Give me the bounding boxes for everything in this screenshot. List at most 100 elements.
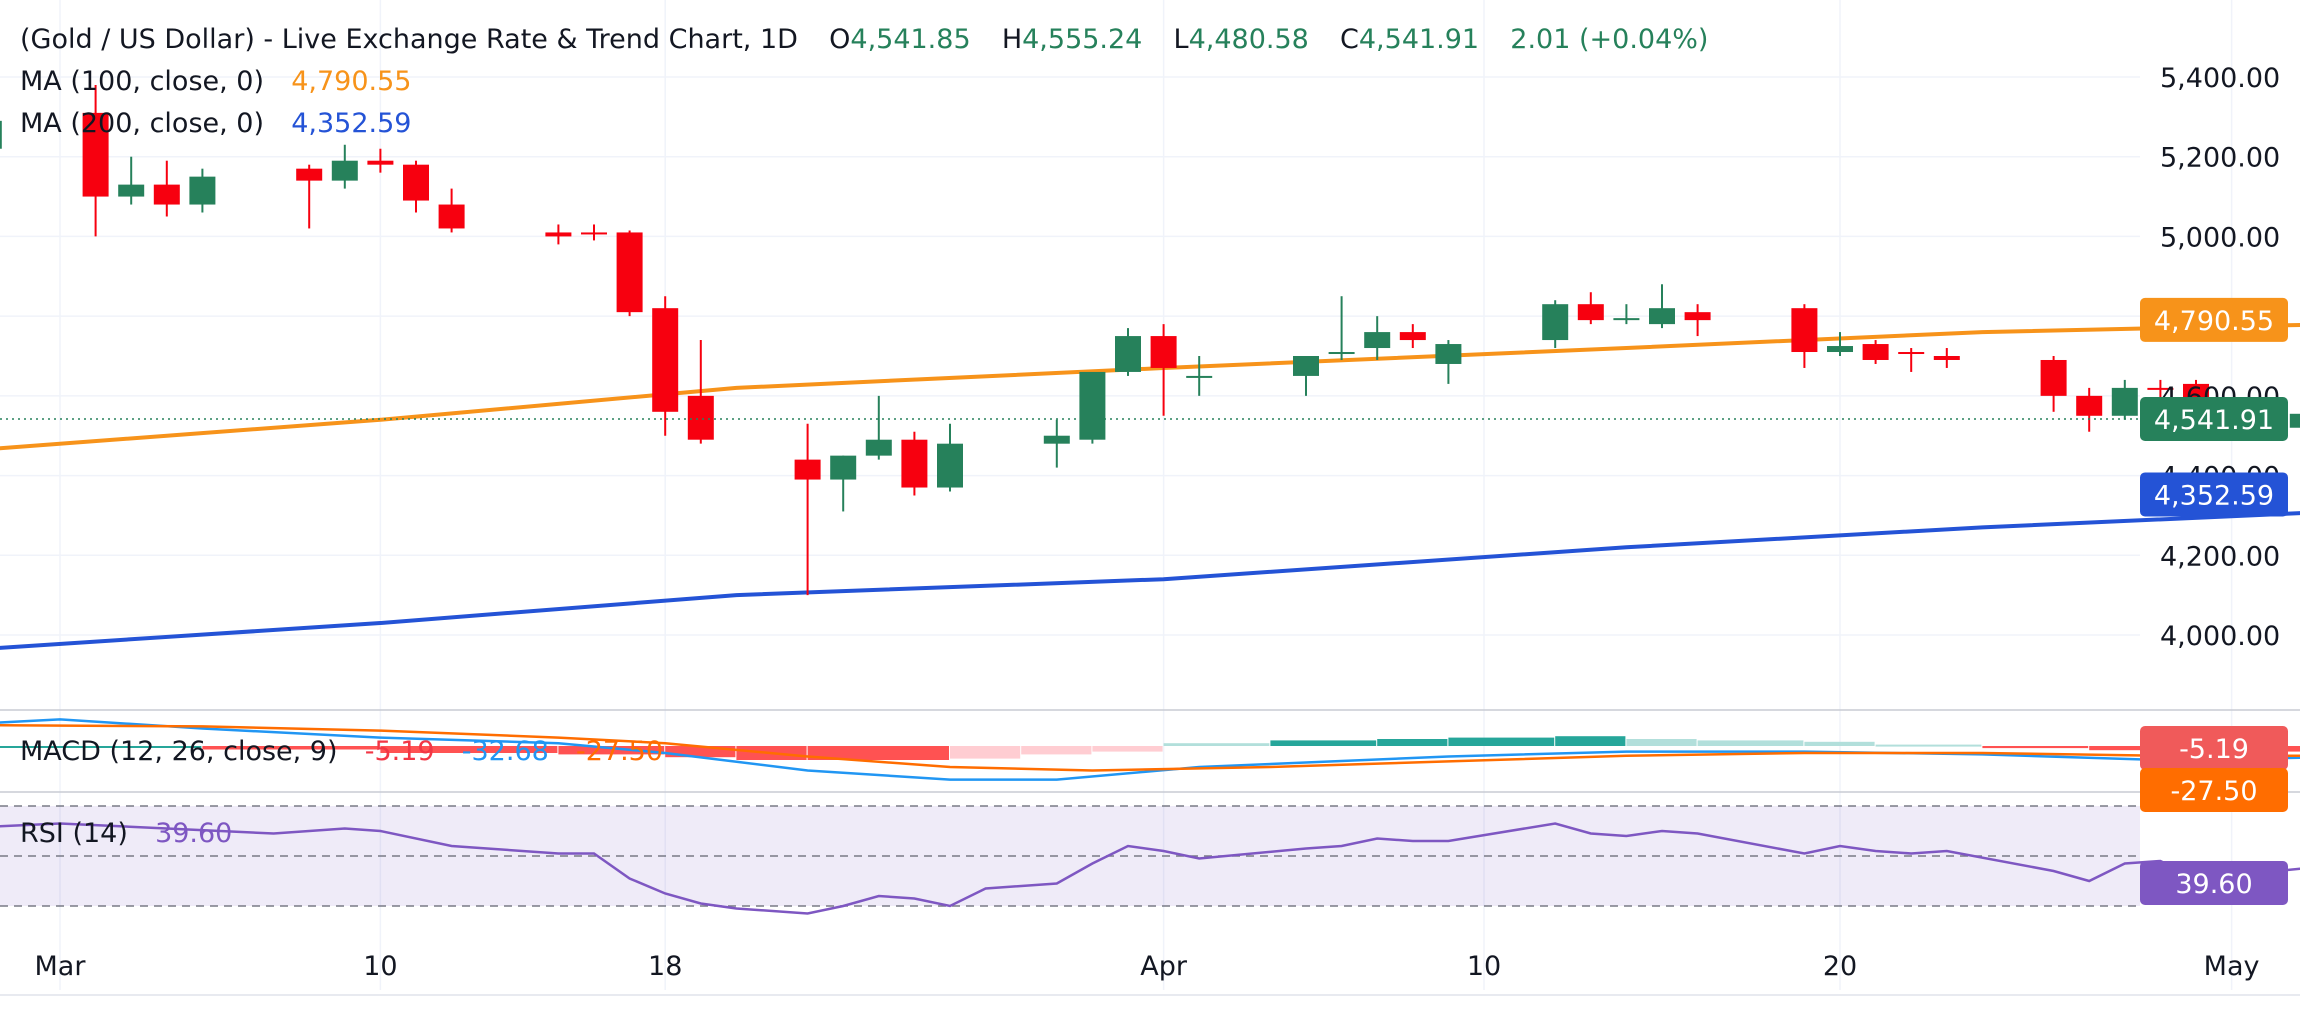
candle-body	[1115, 336, 1141, 372]
candle-body	[687, 395, 714, 440]
candle-body	[1435, 344, 1462, 364]
candle-body	[1613, 318, 1640, 321]
time-tick-label: Apr	[1140, 951, 1188, 982]
ma100-value: 4,790.55	[291, 66, 412, 97]
rsi-pane	[0, 805, 2300, 915]
high-value: 4,555.24	[1022, 24, 1143, 55]
candle-body	[652, 308, 679, 412]
macd-histogram-bar	[665, 746, 736, 758]
low-value: 4,480.58	[1188, 24, 1309, 55]
candle-body	[2076, 395, 2103, 416]
macd-legend[interactable]: MACD (12, 26, close, 9) -5.19 -32.68 -27…	[20, 736, 663, 767]
macd-histogram-bar	[1982, 746, 2089, 749]
candle-body	[1649, 308, 1675, 325]
price-tick-label: 4,000.00	[2160, 621, 2280, 652]
macd-histogram-bar	[1448, 737, 1555, 746]
time-tick-label: 10	[1467, 951, 1501, 982]
candle-body	[1933, 356, 1960, 360]
candle-body	[1328, 352, 1355, 355]
macd-histogram-bar	[1021, 746, 1092, 755]
macd-signal-badge: -27.50	[2140, 768, 2288, 812]
candle-body	[153, 184, 180, 205]
candle-body	[2111, 387, 2138, 416]
candle-body	[331, 160, 358, 181]
candle-body	[0, 120, 2, 149]
candle-body	[794, 459, 821, 480]
candle-body	[118, 184, 145, 197]
macd-histogram-bar	[1270, 740, 1377, 746]
ma200-badge-box	[2140, 472, 2288, 517]
time-tick-label: Mar	[35, 951, 87, 982]
rsi-badge-box	[2140, 861, 2288, 905]
rsi-badge: 39.60	[2140, 861, 2288, 905]
change-value: 2.01 (+0.04%)	[1510, 24, 1709, 55]
high-label: H	[1001, 24, 1023, 55]
candle-body	[189, 176, 216, 205]
candle-body	[438, 204, 465, 229]
time-tick-label: May	[2204, 951, 2260, 982]
candle-body	[367, 160, 394, 165]
candle-body	[1827, 346, 1853, 353]
ma100-line	[0, 322, 2300, 451]
price-tick-label: 5,200.00	[2160, 143, 2280, 174]
macd-histogram-bar	[950, 746, 1021, 759]
ma100-legend[interactable]: MA (100, close, 0) 4,790.55	[20, 66, 411, 97]
axis-value-badges: 4,790.55 4,541.91 4,352.59 -5.19 -27.50 39.60	[2140, 297, 2288, 905]
candle-body	[1684, 312, 1711, 321]
candle-body	[2147, 387, 2174, 390]
low-label: L	[1173, 24, 1189, 55]
time-axis[interactable]: Mar1018Apr1020May1119	[35, 951, 2300, 982]
close-value: 4,541.91	[1358, 24, 1480, 55]
candle-body	[1542, 304, 1569, 341]
candle-body	[1898, 352, 1925, 355]
macd-histogram-bar	[558, 746, 665, 755]
candle-body	[830, 455, 857, 480]
candle-body	[581, 232, 607, 235]
time-tick-label: 10	[363, 951, 397, 982]
price-tick-label: 5,000.00	[2160, 222, 2280, 253]
chart-header: (Gold / US Dollar) - Live Exchange Rate …	[20, 24, 1708, 55]
macd-hist-badge: -5.19	[2140, 726, 2288, 770]
ma200-legend[interactable]: MA (200, close, 0) 4,352.59	[20, 108, 411, 139]
grid-lines	[0, 0, 2300, 996]
candle-body	[937, 443, 963, 488]
macd-hist-value: -5.19	[364, 736, 435, 767]
candle-body	[2289, 413, 2300, 428]
candle-body	[901, 439, 928, 488]
macd-signal-badge-box	[2140, 768, 2288, 812]
macd-histogram-bar	[1626, 739, 1697, 746]
price-badge: 4,541.91	[2140, 397, 2288, 442]
candle-body	[1577, 304, 1604, 321]
candle-body	[1791, 308, 1818, 353]
ma200-badge: 4,352.59	[2140, 472, 2288, 517]
price-badge-box	[2140, 397, 2288, 442]
rsi-legend[interactable]: RSI (14) 39.60	[20, 818, 232, 849]
candle-body	[1399, 332, 1426, 341]
macd-line-value: -32.68	[461, 736, 549, 767]
price-badge-text: 4,541.91	[2154, 405, 2274, 436]
price-axis[interactable]: 5,400.005,200.005,000.004,600.004,400.00…	[2160, 63, 2280, 652]
macd-signal-badge-text: -27.50	[2170, 776, 2257, 807]
macd-signal-value: -27.50	[576, 736, 664, 767]
macd-histogram-bar	[1875, 744, 1982, 747]
candle-body	[82, 112, 109, 197]
macd-histogram-bar	[380, 746, 558, 753]
macd-histogram-bar	[1555, 736, 1626, 746]
price-tick-label: 4,200.00	[2160, 541, 2280, 572]
candle-body	[403, 164, 429, 201]
rsi-badge-text: 39.60	[2175, 869, 2252, 900]
candle-body	[1079, 371, 1106, 440]
candle-body	[1364, 332, 1391, 349]
candle-body	[2040, 359, 2067, 396]
open-value: 4,541.85	[850, 24, 971, 55]
macd-label: MACD (12, 26, close, 9)	[20, 736, 338, 767]
macd-histogram-bar	[202, 746, 380, 750]
candle-body	[1862, 344, 1889, 360]
ma100-label: MA (100, close, 0)	[20, 66, 265, 97]
macd-histogram-bar	[1092, 746, 1163, 752]
candle-body	[616, 232, 643, 313]
macd-histogram-bar	[1377, 739, 1448, 746]
rsi-line	[0, 822, 2300, 915]
macd-histogram-bar	[807, 746, 949, 760]
